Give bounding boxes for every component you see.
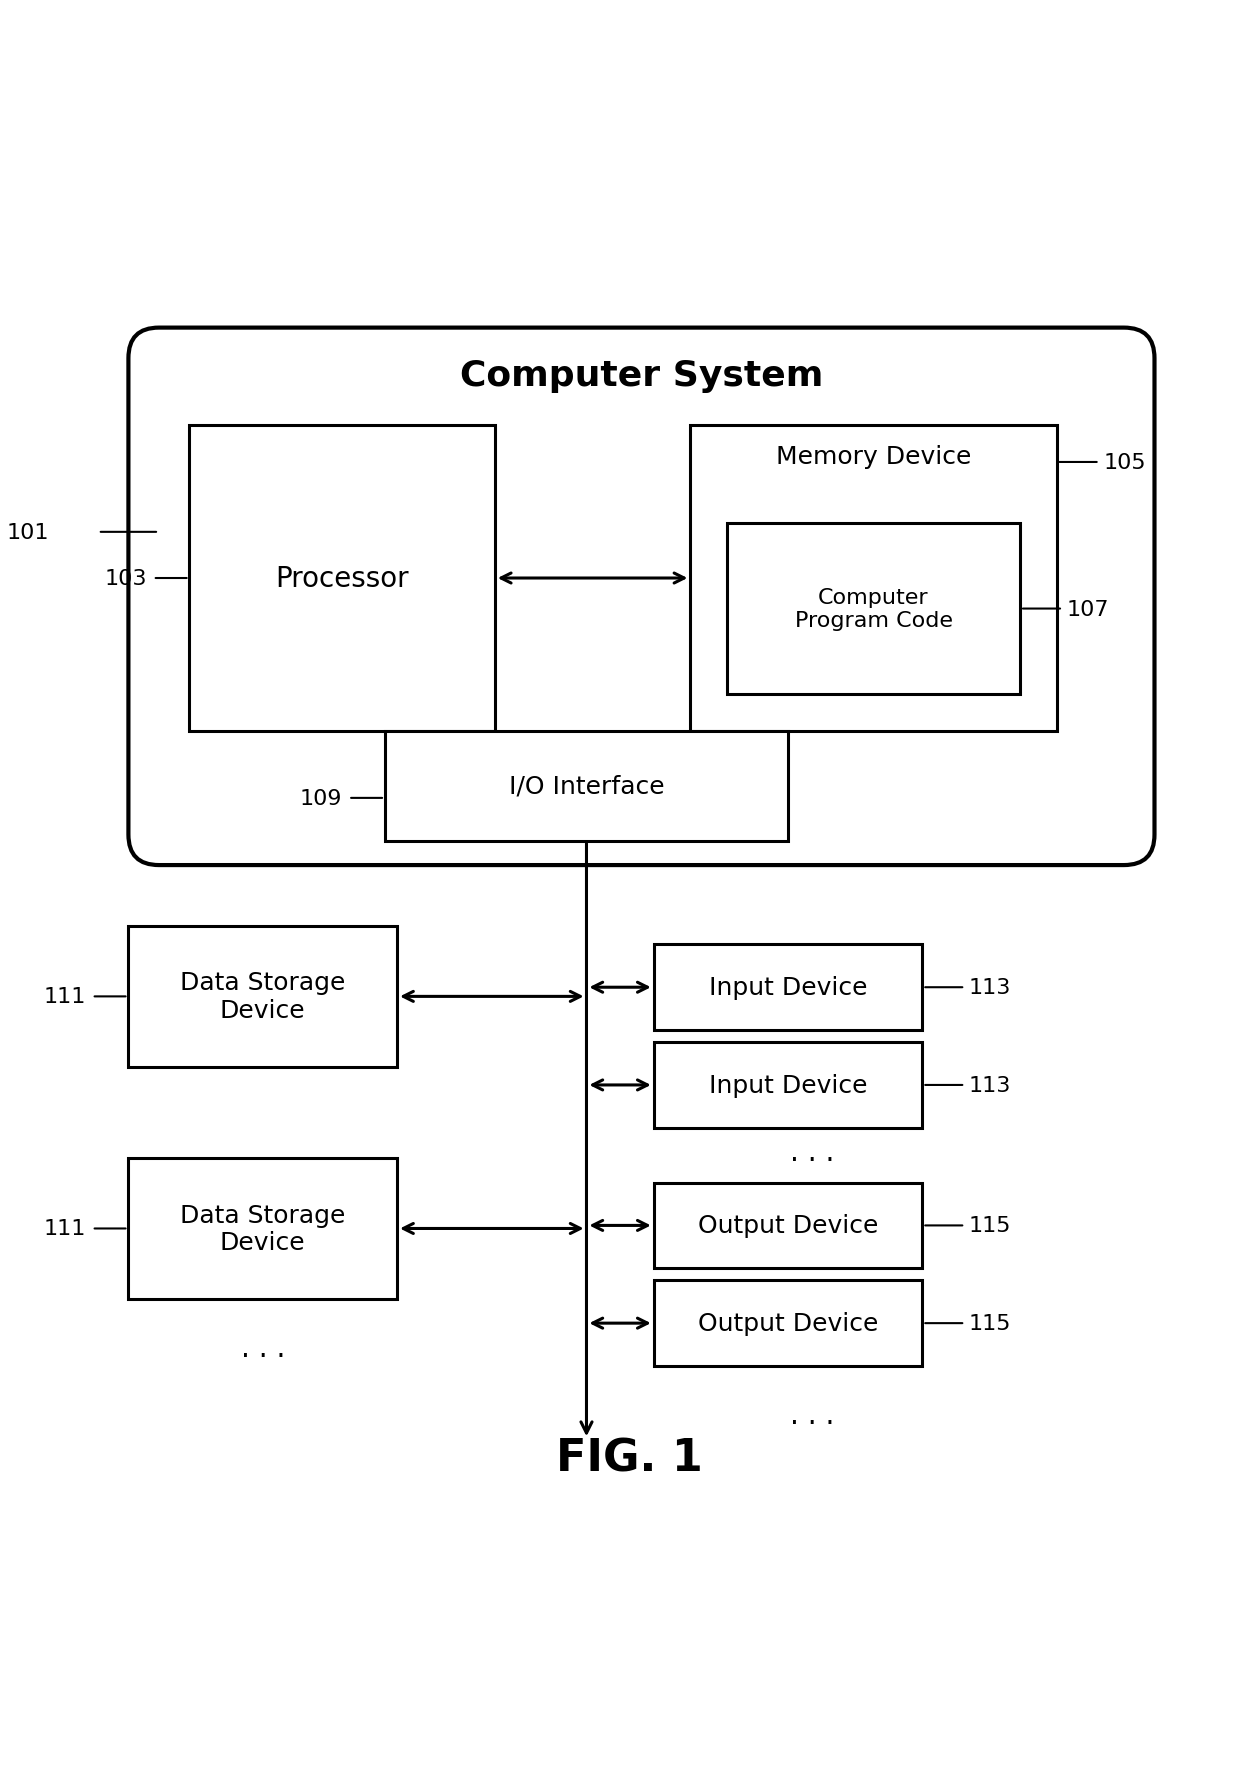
Text: 111: 111 — [43, 1219, 86, 1239]
Text: Computer
Program Code: Computer Program Code — [795, 587, 952, 630]
Text: 105: 105 — [1104, 452, 1146, 473]
FancyBboxPatch shape — [653, 1184, 923, 1269]
Text: . . .: . . . — [790, 1401, 835, 1429]
FancyBboxPatch shape — [129, 927, 397, 1066]
FancyBboxPatch shape — [190, 425, 495, 732]
Text: I/O Interface: I/O Interface — [508, 774, 665, 797]
Text: 107: 107 — [1066, 600, 1109, 619]
Text: Computer System: Computer System — [460, 360, 823, 393]
Text: . . .: . . . — [241, 1333, 285, 1362]
Text: 109: 109 — [300, 789, 342, 808]
FancyBboxPatch shape — [691, 425, 1056, 732]
Text: Output Device: Output Device — [698, 1312, 878, 1335]
Text: 115: 115 — [968, 1216, 1012, 1235]
FancyBboxPatch shape — [129, 1159, 397, 1299]
FancyBboxPatch shape — [653, 1280, 923, 1365]
Text: Input Device: Input Device — [709, 975, 867, 1000]
Text: Data Storage
Device: Data Storage Device — [180, 970, 346, 1023]
FancyBboxPatch shape — [129, 329, 1154, 865]
FancyBboxPatch shape — [727, 523, 1021, 694]
Text: Input Device: Input Device — [709, 1073, 867, 1096]
Text: . . .: . . . — [790, 1139, 835, 1166]
Text: 103: 103 — [104, 568, 146, 589]
Text: Output Device: Output Device — [698, 1214, 878, 1237]
Text: 115: 115 — [968, 1314, 1012, 1333]
Text: Processor: Processor — [275, 564, 409, 593]
Text: Memory Device: Memory Device — [776, 445, 971, 468]
Text: 113: 113 — [968, 1075, 1011, 1095]
Text: 113: 113 — [968, 977, 1011, 997]
Text: 111: 111 — [43, 986, 86, 1007]
Text: FIG. 1: FIG. 1 — [556, 1436, 703, 1479]
FancyBboxPatch shape — [653, 1043, 923, 1129]
FancyBboxPatch shape — [653, 945, 923, 1031]
FancyBboxPatch shape — [384, 732, 789, 842]
Text: 101: 101 — [6, 523, 50, 543]
Text: Data Storage
Device: Data Storage Device — [180, 1203, 346, 1255]
